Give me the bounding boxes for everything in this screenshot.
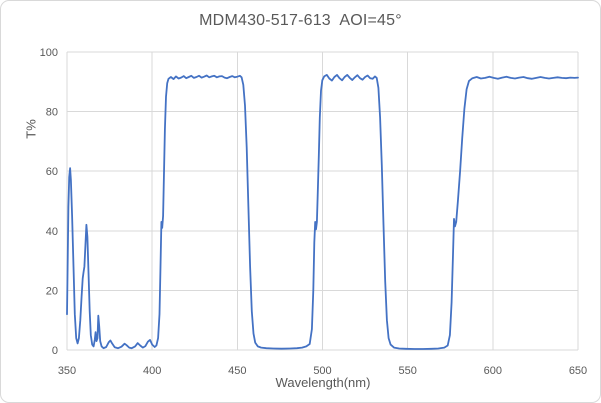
y-axis-title: T% — [23, 119, 39, 139]
chart-title: MDM430-517-613 AOI=45° — [199, 12, 402, 29]
transmission-curve — [66, 74, 579, 350]
x-tick-label: 650 — [569, 365, 587, 377]
y-tick-label: 40 — [46, 226, 58, 238]
x-tick-label: 350 — [58, 365, 76, 377]
x-tick-label: 500 — [313, 365, 331, 377]
x-axis-title: Wavelength(nm) — [275, 375, 371, 390]
x-tick-label: 400 — [143, 365, 161, 377]
y-tick-label: 0 — [52, 345, 58, 357]
y-tick-label: 80 — [46, 107, 58, 119]
x-tick-label: 600 — [484, 365, 502, 377]
y-tick-label: 20 — [46, 285, 58, 297]
y-tick-label: 60 — [46, 166, 58, 178]
x-tick-label: 450 — [228, 365, 246, 377]
x-tick-label: 550 — [398, 365, 416, 377]
y-tick-label: 100 — [40, 47, 58, 59]
